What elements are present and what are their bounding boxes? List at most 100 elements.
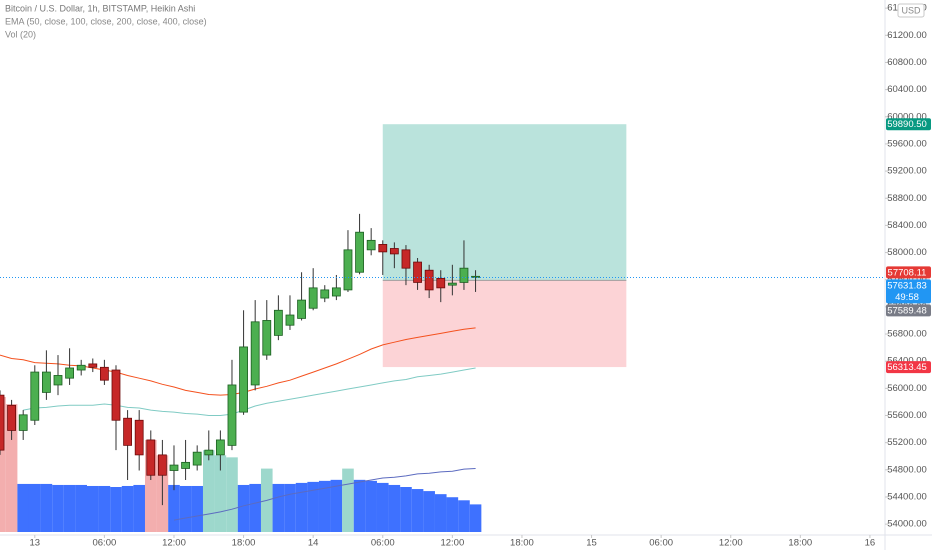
volume-bar <box>121 485 134 532</box>
x-tick-label: 06:00 <box>649 538 673 549</box>
price-label-box <box>886 266 931 279</box>
candle-body <box>30 371 40 421</box>
candle-body <box>459 267 469 283</box>
volume-bar <box>376 482 389 532</box>
candle-body <box>273 309 283 336</box>
candle-body <box>169 464 179 471</box>
volume-bar <box>179 485 192 532</box>
candle-body <box>111 369 121 421</box>
y-tick-label: 55200.00 <box>887 437 927 448</box>
volume-bar <box>423 491 435 532</box>
price-label-box <box>886 304 931 317</box>
candle-body <box>123 417 132 446</box>
candle-body <box>389 248 399 255</box>
volume-bar <box>307 481 319 532</box>
candle-body <box>157 454 167 476</box>
candle-body <box>204 449 214 456</box>
candle-body <box>0 394 5 451</box>
volume-bar <box>202 450 215 532</box>
x-tick-label: 13 <box>30 538 41 549</box>
volume-bar <box>63 484 76 532</box>
x-tick-label: 12:00 <box>719 538 743 549</box>
price-label: 57631.83 <box>887 280 927 291</box>
volume-bar <box>0 397 6 532</box>
volume-bar <box>144 439 157 532</box>
candle-body <box>355 231 364 273</box>
candle-body <box>285 314 295 326</box>
volume-bar <box>388 484 401 532</box>
price-label: 57708.11 <box>888 267 927 278</box>
indicator-label: Vol (20) <box>5 29 36 39</box>
candle-body <box>181 461 190 469</box>
volume-bar <box>168 484 180 532</box>
candle-body <box>53 375 63 386</box>
chart-title: Bitcoin / U.S. Dollar, 1h, BITSTAMP, Hei… <box>5 3 195 13</box>
price-label-box <box>886 118 931 131</box>
price-label: 59890.50 <box>887 119 927 130</box>
y-tick-label: 54800.00 <box>887 464 927 475</box>
price-axis: 54000.00 54400.00 54800.00 55200.00 55600.00… <box>885 3 931 530</box>
candle-body <box>401 249 411 269</box>
volume-bar <box>40 483 53 532</box>
volume-bar <box>318 480 331 532</box>
profit-zone <box>382 124 627 281</box>
price-label-box <box>886 279 931 304</box>
volume-bar <box>458 500 470 532</box>
y-tick-label: 60800.00 <box>887 57 927 68</box>
candle-body <box>471 275 480 278</box>
candle-body <box>227 384 237 446</box>
ema-line <box>173 468 476 521</box>
candle-body <box>343 249 353 291</box>
currency-box[interactable] <box>897 3 925 18</box>
candle-body <box>7 404 16 431</box>
volume-bar <box>110 487 122 532</box>
volume-bar <box>330 479 343 532</box>
candle-body <box>239 346 248 413</box>
volume-bar <box>446 497 459 532</box>
candle-body <box>262 320 272 356</box>
x-tick-label: 12:00 <box>440 538 464 549</box>
y-tick-label: 54000.00 <box>887 519 927 530</box>
price-label-box <box>886 361 931 374</box>
loss-zone <box>382 280 627 368</box>
y-tick-label: 55600.00 <box>887 410 927 421</box>
x-tick-label: 18:00 <box>788 538 812 549</box>
candle-body <box>413 261 422 283</box>
volume-bar <box>98 485 111 532</box>
volume-bar <box>353 479 366 532</box>
volume-bar <box>284 483 296 532</box>
x-tick-label: 12:00 <box>162 538 186 549</box>
y-tick-label: 56800.00 <box>887 329 927 340</box>
candle-body <box>41 371 51 393</box>
y-tick-label: 60000.00 <box>887 111 927 122</box>
volume-bar <box>295 482 308 532</box>
currency[interactable]: USD <box>901 5 921 15</box>
countdown: 49:58 <box>895 292 919 303</box>
x-tick-label: 06:00 <box>371 538 395 549</box>
volume-bar <box>86 485 99 532</box>
volume-bar <box>272 483 285 532</box>
volume-bar <box>237 484 250 532</box>
x-tick-label: 16 <box>865 538 876 549</box>
candle-body <box>134 419 144 456</box>
volume-bar <box>365 480 377 532</box>
plot-area <box>0 124 885 532</box>
y-tick-label: 60400.00 <box>887 84 927 95</box>
x-tick-label: 15 <box>586 538 597 549</box>
y-tick-label: 61200.00 <box>887 30 927 41</box>
x-tick-label: 18:00 <box>232 538 256 549</box>
candle-body <box>76 364 86 371</box>
volume-bar <box>226 457 238 532</box>
candle-body <box>99 366 109 381</box>
candle-body <box>424 269 434 291</box>
y-tick-label: 59200.00 <box>887 166 927 177</box>
volume-bar <box>5 404 18 532</box>
volume-bar <box>75 484 87 532</box>
volume-bar <box>28 483 41 532</box>
candle-body <box>447 282 457 286</box>
candle-body <box>331 287 341 297</box>
volume-bar <box>249 483 261 532</box>
x-tick-label: 14 <box>308 538 319 549</box>
price-label: 57589.48 <box>887 305 927 316</box>
